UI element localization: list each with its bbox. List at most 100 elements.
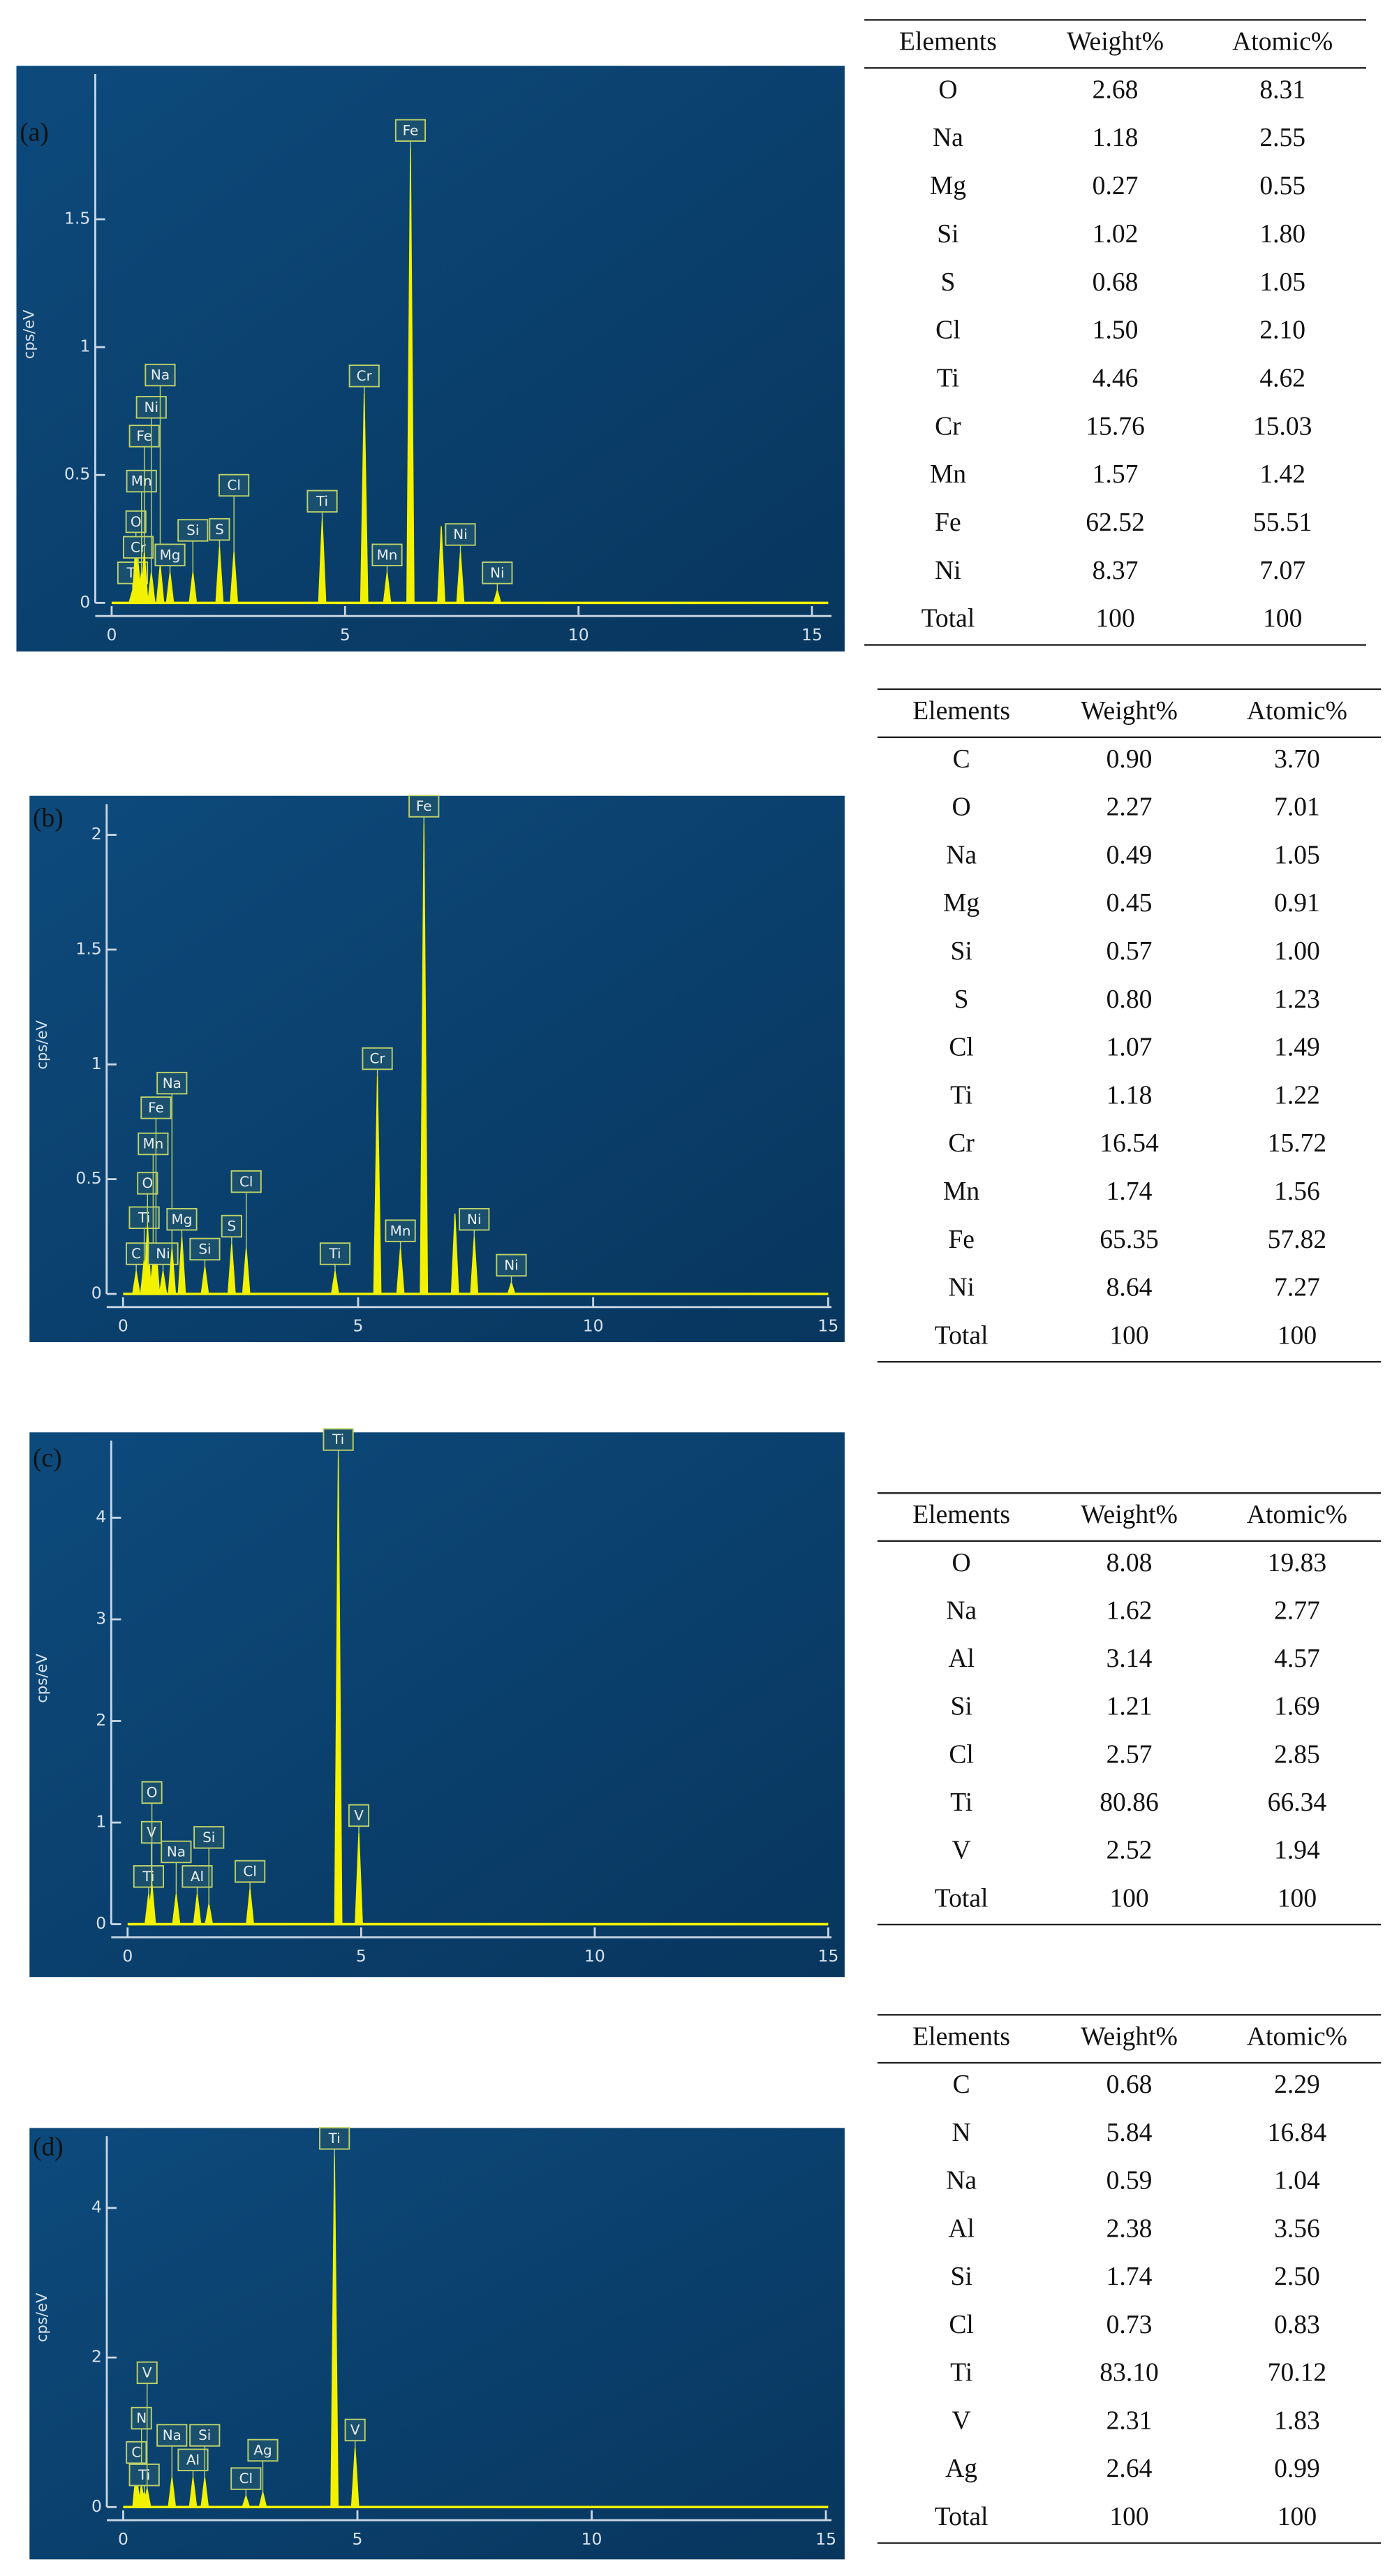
peak-label-box: [128, 425, 160, 448]
peak-label: Ni: [453, 526, 467, 543]
peak-label: V: [142, 2364, 152, 2381]
table-cell: Si: [937, 220, 958, 249]
peak-label: Cl: [239, 2470, 253, 2487]
peak: [383, 572, 392, 604]
table-cell: Ti: [950, 1788, 972, 1817]
peak-label: S: [215, 521, 224, 538]
table-cell: 7.27: [1274, 1274, 1320, 1302]
table-cell: 80.86: [1100, 1788, 1159, 1817]
table-cell: 15.76: [1086, 412, 1145, 441]
peak: [172, 1893, 181, 1925]
table-cell: 7.07: [1259, 557, 1305, 585]
table-cell: Ag: [945, 2454, 977, 2483]
x-tick-label: 0: [118, 1316, 128, 1335]
table-cell: Mn: [930, 460, 966, 489]
peak: [246, 1888, 255, 1925]
peak-label: C: [131, 1245, 141, 1262]
x-tick-label: 15: [818, 1946, 839, 1966]
peak-label: Fe: [403, 122, 419, 138]
table-cell: 66.34: [1268, 1788, 1327, 1817]
y-tick-label: 0: [91, 1283, 102, 1302]
peak-label-box: [209, 517, 230, 541]
table-cell: Al: [948, 2214, 975, 2243]
peak-label-box: [126, 2441, 147, 2464]
y-tick-label: 1.5: [64, 208, 90, 228]
peak: [165, 572, 175, 604]
peak-label-box: [445, 523, 476, 546]
x-tick-label: 15: [817, 1316, 838, 1335]
table-cell: 1.57: [1093, 460, 1139, 489]
table-cell: 62.52: [1086, 508, 1145, 537]
table-cell: 1.74: [1106, 1177, 1153, 1206]
peak-label-box: [154, 543, 186, 566]
peak: [200, 1266, 209, 1295]
peak: [132, 2469, 141, 2508]
table-cell: 65.35: [1100, 1226, 1159, 1254]
y-tick-label: 2: [91, 2347, 102, 2367]
table-cell: 8.08: [1106, 1549, 1153, 1577]
peak-label: Si: [198, 1241, 211, 1258]
table-cell: 1.23: [1274, 985, 1320, 1014]
peak-label: Cr: [357, 367, 373, 384]
table-cell: 4.62: [1259, 364, 1305, 392]
peak-label: N: [136, 2410, 147, 2427]
table-cell: 2.64: [1106, 2454, 1153, 2483]
table-cell: 100: [1278, 1321, 1317, 1350]
table-cell: 0.49: [1106, 841, 1153, 869]
y-tick-label: 4: [91, 2197, 102, 2216]
table-cell: O: [952, 1549, 971, 1577]
x-tick-label: 15: [801, 625, 822, 645]
peak-label: Ti: [328, 2130, 341, 2147]
table-cell: 15.72: [1268, 1129, 1327, 1158]
table-cell: 4.57: [1274, 1644, 1320, 1673]
table-cell: 0.68: [1106, 2070, 1153, 2099]
table-cell: O: [938, 75, 957, 104]
peak: [355, 1832, 363, 1925]
table-header: Atomic%: [1232, 28, 1333, 57]
peak-label-box: [133, 1865, 165, 1888]
table-cell: 0.27: [1093, 172, 1139, 200]
peak: [456, 552, 465, 604]
peak: [360, 393, 369, 604]
peak-label: O: [142, 1175, 153, 1191]
peak-label: Mn: [390, 1222, 411, 1239]
table-cell: S: [940, 268, 955, 297]
table-cell: 3.70: [1274, 745, 1320, 774]
plot-background: [29, 2128, 845, 2560]
peak: [330, 1271, 339, 1295]
table-cell: Mg: [930, 172, 966, 200]
table-header: Elements: [899, 28, 997, 57]
peak-label-box: [306, 490, 338, 513]
panel-label: (d): [33, 2133, 64, 2162]
table-cell: 2.68: [1093, 75, 1139, 104]
table-cell: 100: [1109, 1321, 1148, 1350]
peak-label: Mn: [131, 473, 152, 490]
table-cell: 55.51: [1253, 508, 1312, 537]
table-cell: Mn: [943, 1177, 979, 1206]
peak-label: Ti: [142, 1868, 154, 1885]
table-cell: 2.38: [1106, 2214, 1153, 2243]
peak: [437, 526, 445, 604]
table-cell: 2.77: [1274, 1596, 1320, 1625]
peak: [188, 572, 198, 604]
table-cell: N: [952, 2119, 971, 2147]
peak: [242, 2494, 251, 2508]
table-cell: 1.02: [1093, 220, 1139, 249]
table-cell: Cr: [948, 1129, 975, 1158]
table-cell: 0.57: [1106, 937, 1153, 966]
peak-label: Cl: [243, 1863, 256, 1880]
y-axis-label: cps/eV: [33, 2292, 50, 2342]
y-tick-label: 0: [80, 592, 90, 612]
table-cell: C: [953, 745, 970, 774]
table-cell: 1.07: [1106, 1033, 1153, 1062]
peak-label: Ni: [145, 399, 158, 415]
table-cell: Ti: [950, 1081, 972, 1110]
table-cell: Cr: [935, 412, 961, 441]
table-cell: Al: [948, 1644, 975, 1673]
peak-label-box: [323, 1428, 354, 1451]
y-tick-label: 3: [96, 1608, 106, 1628]
table-header: Atomic%: [1247, 1501, 1347, 1529]
table-cell: 100: [1263, 605, 1302, 633]
x-tick-label: 5: [356, 1946, 367, 1966]
peak-label: Ti: [328, 1245, 341, 1262]
